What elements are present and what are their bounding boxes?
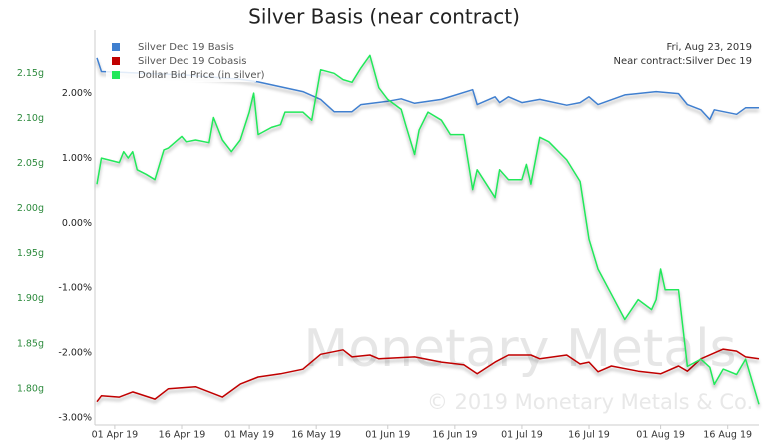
legend-swatch [112, 57, 120, 65]
legend: Silver Dec 19 Basis Silver Dec 19 Cobasis… [112, 42, 265, 81]
x-tick-label: 01 Jul 19 [501, 430, 543, 441]
x-tick-label: 16 Apr 19 [159, 430, 206, 441]
x-tick-label: 01 Apr 19 [92, 430, 139, 441]
legend-swatch [112, 43, 120, 51]
y-tick-label: -3.00% [58, 412, 92, 423]
y2-tick-label: 2.05g [17, 158, 44, 169]
legend-label: Silver Dec 19 Cobasis [138, 56, 246, 67]
y2-tick-label: 1.85g [17, 338, 44, 349]
legend-label: Dollar Bid Price (in silver) [138, 70, 265, 81]
date-annotation: Fri, Aug 23, 2019 [666, 42, 752, 53]
y2-tick-label: 1.95g [17, 248, 44, 259]
y2-tick-label: 2.15g [17, 68, 44, 79]
y-tick-label: 2.00% [62, 88, 92, 99]
x-tick-label: 01 Jun 19 [365, 430, 410, 441]
plot-area [96, 54, 760, 405]
watermark: Monetary Metals [303, 319, 736, 379]
x-tick-label: 01 Aug 19 [636, 430, 685, 441]
legend-bg [106, 40, 256, 82]
series-line [96, 54, 760, 405]
series-line [96, 348, 760, 403]
legend-swatch [112, 71, 120, 79]
y-tick-label: -2.00% [58, 348, 92, 359]
y2-tick-label: 2.00g [17, 203, 44, 214]
contract-annotation: Near contract:Silver Dec 19 [614, 56, 752, 67]
series-line [96, 57, 759, 121]
x-tick-label: 01 May 19 [224, 430, 274, 441]
y-tick-label: 1.00% [62, 153, 92, 164]
y2-tick-label: 1.80g [17, 383, 44, 394]
chart-title: Silver Basis (near contract) [248, 5, 520, 29]
x-tick-label: 16 Jul 19 [568, 430, 610, 441]
x-tick-label: 16 Jun 19 [432, 430, 477, 441]
legend-label: Silver Dec 19 Basis [138, 42, 234, 53]
y-tick-label: 0.00% [62, 218, 92, 229]
watermark-copyright: © 2019 Monetary Metals & Co. [427, 390, 753, 414]
y2-tick-label: 2.10g [17, 113, 44, 124]
x-tick-label: 16 Aug 19 [703, 430, 752, 441]
x-tick-label: 16 May 19 [291, 430, 341, 441]
y-tick-label: -1.00% [58, 283, 92, 294]
y2-tick-label: 1.90g [17, 293, 44, 304]
